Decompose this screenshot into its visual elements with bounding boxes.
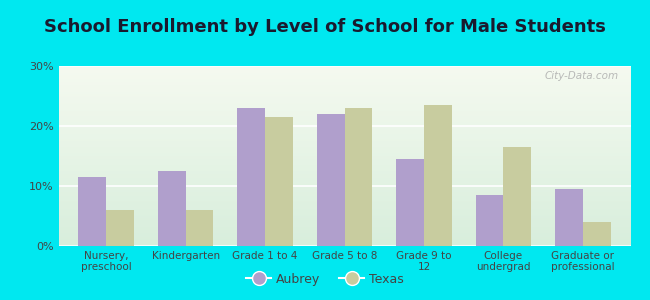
Text: City-Data.com: City-Data.com — [545, 71, 619, 81]
Bar — [186, 210, 213, 246]
Bar — [396, 159, 424, 246]
Bar — [583, 222, 610, 246]
Bar — [265, 117, 293, 246]
Bar — [555, 189, 583, 246]
Legend: Aubrey, Texas: Aubrey, Texas — [241, 268, 409, 291]
Bar — [79, 177, 106, 246]
Bar — [424, 105, 452, 246]
Bar — [158, 171, 186, 246]
Bar — [237, 108, 265, 246]
Text: School Enrollment by Level of School for Male Students: School Enrollment by Level of School for… — [44, 18, 606, 36]
Bar — [106, 210, 134, 246]
Bar — [476, 195, 503, 246]
Bar — [344, 108, 372, 246]
Bar — [317, 114, 345, 246]
Bar — [503, 147, 531, 246]
